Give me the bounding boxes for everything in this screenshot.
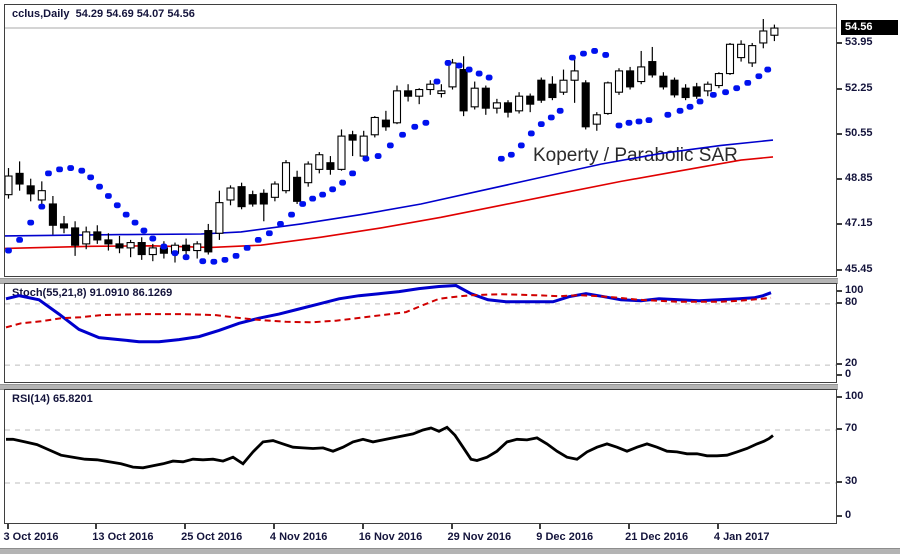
candlestick-chart — [5, 19, 836, 265]
stoch-signal-line — [5, 293, 772, 329]
instrument-label: cclus,Daily — [12, 8, 70, 20]
axis-tick — [837, 223, 842, 226]
rsi-panel[interactable]: RSI(14) 65.8201 — [4, 389, 837, 524]
date-label: 21 Dec 2016 — [625, 531, 689, 543]
stoch-label: Stoch(55,21,8) 91.0910 86.1269 — [12, 287, 173, 299]
price-axis-label: 30 — [845, 475, 858, 488]
price-axis-label: 45.45 — [845, 262, 873, 275]
axis-tick — [837, 427, 842, 430]
axis-tick — [837, 301, 842, 304]
date-label: 25 Oct 2016 — [181, 531, 243, 543]
price-axis-label: 70 — [845, 421, 858, 434]
price-axis-label: 48.85 — [845, 172, 873, 185]
price-layer — [5, 27, 836, 250]
price-axis-label: 53.95 — [845, 36, 873, 49]
date-label: 16 Nov 2016 — [358, 531, 423, 543]
axis-tick — [837, 178, 842, 181]
date-label: 4 Jan 2017 — [713, 531, 770, 543]
chart-header-label: cclus,Daily 54.29 54.69 54.07 54.56 — [12, 8, 195, 20]
date-label: 9 Dec 2016 — [536, 531, 594, 543]
price-axis-label: 47.15 — [845, 217, 873, 230]
time-axis-tick — [184, 524, 187, 529]
time-axis[interactable]: 3 Oct 2016 13 Oct 2016 25 Oct 2016 4 Nov 20… — [0, 523, 900, 548]
parabolic-sar-layer — [5, 48, 772, 265]
axis-tick — [837, 396, 842, 398]
rsi-line — [6, 425, 774, 470]
date-label: 13 Oct 2016 — [92, 531, 154, 543]
price-axis-label: 0 — [845, 368, 852, 380]
price-axis-label: 100 — [845, 390, 864, 402]
axis-tick — [837, 290, 842, 292]
current-price-badge: 54.56 — [841, 20, 898, 35]
stoch-main-line — [5, 284, 772, 344]
rsi-chart — [5, 425, 836, 484]
axis-tick — [837, 132, 842, 135]
time-axis-tick — [450, 524, 453, 529]
price-axis-label: 50.55 — [845, 126, 873, 139]
time-axis-tick — [628, 524, 631, 529]
axis-tick — [837, 363, 842, 366]
time-axis-tick — [95, 524, 98, 529]
price-axis-label: 0 — [845, 509, 852, 521]
ohlc-values: 54.29 54.69 54.07 54.56 — [75, 8, 195, 20]
date-label: 4 Nov 2016 — [269, 531, 328, 543]
time-axis-tick — [272, 524, 275, 529]
window-bottom-edge — [0, 548, 900, 554]
axis-tick — [837, 481, 842, 484]
axis-tick — [837, 268, 842, 271]
price-axis-label: 100 — [845, 284, 864, 296]
price-axis-label: 20 — [845, 357, 858, 370]
time-axis-tick — [361, 524, 364, 529]
time-axis-tick — [716, 524, 719, 529]
price-axis[interactable]: 53.95 52.25 50.55 48.85 47.15 45.45 100 80 20 0 10… — [837, 0, 900, 548]
envelope-upper-line — [5, 139, 774, 237]
main-chart-panel[interactable]: cclus,Daily 54.29 54.69 54.07 54.56 Kope… — [4, 4, 837, 277]
time-axis-tick — [539, 524, 542, 529]
axis-tick — [837, 374, 842, 376]
axis-tick — [837, 515, 842, 517]
price-axis-label: 80 — [845, 295, 858, 308]
time-axis-tick — [6, 524, 9, 529]
axis-tick — [837, 42, 842, 45]
stochastic-panel[interactable]: Stoch(55,21,8) 91.0910 86.1269 — [4, 283, 837, 383]
stochastic-chart — [5, 284, 836, 366]
date-label: 3 Oct 2016 — [3, 531, 59, 543]
candles-layer — [5, 19, 779, 263]
rsi-label: RSI(14) 65.8201 — [12, 393, 93, 405]
price-axis-label: 52.25 — [845, 81, 873, 94]
date-label: 29 Nov 2016 — [447, 531, 512, 543]
axis-tick — [837, 87, 842, 90]
